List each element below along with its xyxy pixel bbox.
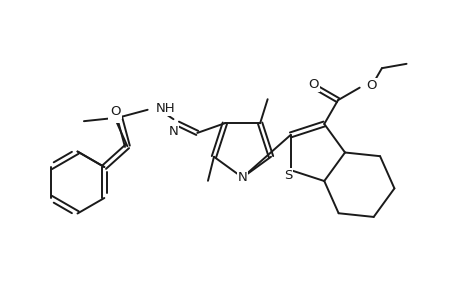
Text: NH: NH [155, 102, 175, 115]
Text: O: O [110, 105, 121, 118]
Text: S: S [283, 169, 292, 182]
Text: O: O [109, 110, 120, 122]
Text: N: N [237, 171, 247, 184]
Text: O: O [366, 79, 376, 92]
Text: O: O [308, 78, 318, 91]
Text: N: N [168, 125, 178, 138]
